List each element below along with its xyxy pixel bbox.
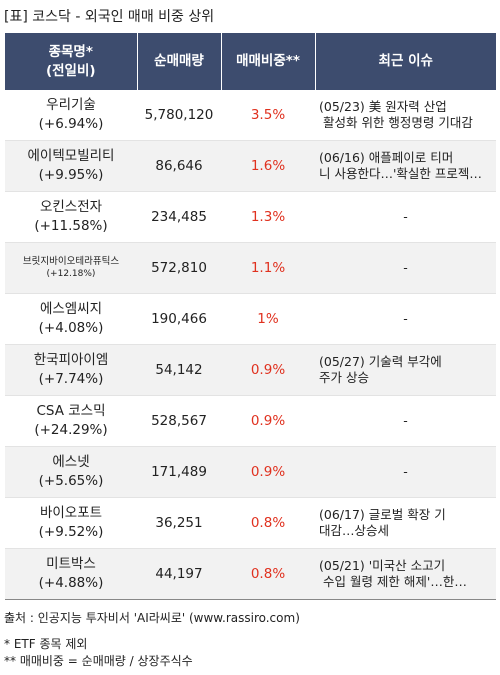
recent-issue: (06/16) 애플페이로 티머 니 사용한다…'확실한 프로젝…: [315, 140, 496, 192]
table-row: 미트박스 (+4.88%) 44,197 0.8% (05/21) '미국산 소고기 수…: [5, 548, 496, 600]
trade-ratio: 0.8%: [221, 497, 315, 549]
stock-name-cell: 오킨스전자 (+11.58%): [5, 191, 137, 243]
trade-ratio: 3.5%: [221, 90, 315, 141]
recent-issue: -: [315, 293, 496, 345]
stock-change: (+4.88%): [38, 575, 104, 591]
stock-name-cell: 우리기술 (+6.94%): [5, 90, 137, 141]
header-name: 종목명* (전일비): [5, 33, 137, 90]
stock-change: (+6.94%): [38, 116, 104, 132]
table-row: 바이오포트 (+9.52%) 36,251 0.8% (06/17) 글로벌 확장 기 …: [5, 497, 496, 549]
trade-ratio: 0.8%: [221, 548, 315, 600]
trade-ratio: 0.9%: [221, 344, 315, 396]
net-volume: 190,466: [137, 293, 221, 345]
stock-name: 에스넷: [52, 454, 90, 470]
table-row: 우리기술 (+6.94%) 5,780,120 3.5% (05/23) 美 원자력 산…: [5, 90, 496, 141]
recent-issue: -: [315, 191, 496, 243]
stock-change: (+7.74%): [38, 371, 104, 387]
header-issue: 최근 이슈: [314, 33, 496, 90]
net-volume: 36,251: [137, 497, 221, 549]
stock-change: (+11.58%): [34, 218, 108, 234]
table-row: 오킨스전자 (+11.58%) 234,485 1.3% -: [5, 191, 496, 243]
table-title: [표] 코스닥 - 외국인 매매 비중 상위: [4, 9, 215, 25]
trade-ratio: 0.9%: [221, 446, 315, 498]
recent-issue: (05/23) 美 원자력 산업 활성화 위한 행정명령 기대감: [315, 90, 496, 141]
trade-ratio: 1.1%: [221, 242, 315, 294]
table-row: 에이텍모빌리티 (+9.95%) 86,646 1.6% (06/16) 애플페이로 티…: [5, 140, 496, 192]
stock-name: 에스엠씨지: [39, 301, 103, 317]
stock-name-cell: 에스엠씨지 (+4.08%): [5, 293, 137, 345]
header-ratio: 매매비중**: [220, 33, 315, 90]
stock-name-cell: CSA 코스믹 (+24.29%): [5, 395, 137, 447]
net-volume: 234,485: [137, 191, 221, 243]
header-name-label: 종목명*: [48, 43, 93, 60]
recent-issue: (05/27) 기술력 부각에 주가 상승: [315, 344, 496, 396]
stock-name-cell: 미트박스 (+4.88%): [5, 548, 137, 600]
stock-change: (+4.08%): [38, 320, 104, 336]
header-name-sub-label: (전일비): [45, 62, 96, 79]
table-row: 브릿지바이오테라퓨틱스 (+12.18%) 572,810 1.1% -: [5, 242, 496, 294]
table-row: 에스엠씨지 (+4.08%) 190,466 1% -: [5, 293, 496, 345]
table-header-row: 종목명* (전일비) 순매매량 매매비중** 최근 이슈: [5, 33, 496, 90]
foreign-trading-table: 종목명* (전일비) 순매매량 매매비중** 최근 이슈 우리기술 (+6.94%…: [5, 33, 496, 600]
net-volume: 86,646: [137, 140, 221, 192]
recent-issue: -: [315, 395, 496, 447]
header-volume: 순매매량: [136, 33, 221, 90]
stock-name: 오킨스전자: [39, 199, 103, 215]
stock-change: (+24.29%): [34, 422, 108, 438]
net-volume: 44,197: [137, 548, 221, 600]
stock-change: (+12.18%): [46, 269, 96, 279]
table-row: 에스넷 (+5.65%) 171,489 0.9% -: [5, 446, 496, 498]
stock-name-cell: 에이텍모빌리티 (+9.95%): [5, 140, 137, 192]
table-row: 한국피아이엠 (+7.74%) 54,142 0.9% (05/27) 기술력 부각에 …: [5, 344, 496, 396]
stock-name-cell: 에스넷 (+5.65%): [5, 446, 137, 498]
trade-ratio: 1.3%: [221, 191, 315, 243]
recent-issue: -: [315, 242, 496, 294]
stock-name: 브릿지바이오테라퓨틱스: [22, 256, 120, 267]
stock-name: 미트박스: [46, 556, 96, 572]
table-row: CSA 코스믹 (+24.29%) 528,567 0.9% -: [5, 395, 496, 447]
footnote-ratio: ** 매매비중 = 순매매량 / 상장주식수: [4, 654, 193, 668]
recent-issue: (06/17) 글로벌 확장 기 대감…상승세: [315, 497, 496, 549]
stock-name: 바이오포트: [39, 505, 103, 521]
recent-issue: -: [315, 446, 496, 498]
stock-change: (+9.52%): [38, 524, 104, 540]
stock-name: CSA 코스믹: [36, 403, 106, 419]
stock-name: 에이텍모빌리티: [27, 148, 115, 164]
net-volume: 54,142: [137, 344, 221, 396]
stock-name-cell: 한국피아이엠 (+7.74%): [5, 344, 137, 396]
trade-ratio: 0.9%: [221, 395, 315, 447]
net-volume: 528,567: [137, 395, 221, 447]
footnote-etf: * ETF 종목 제외: [4, 637, 88, 651]
stock-change: (+9.95%): [38, 167, 104, 183]
net-volume: 572,810: [137, 242, 221, 294]
trade-ratio: 1.6%: [221, 140, 315, 192]
trade-ratio: 1%: [221, 293, 315, 345]
stock-name-cell: 브릿지바이오테라퓨틱스 (+12.18%): [5, 242, 137, 294]
stock-name: 한국피아이엠: [33, 352, 109, 368]
stock-change: (+5.65%): [38, 473, 104, 489]
stock-name: 우리기술: [46, 97, 96, 113]
recent-issue: (05/21) '미국산 소고기 수입 월령 제한 해제'…한…: [315, 548, 496, 600]
source-note: 출처 : 인공지능 투자비서 'AI라씨로' (www.rassiro.com): [4, 611, 300, 625]
net-volume: 171,489: [137, 446, 221, 498]
net-volume: 5,780,120: [137, 90, 221, 141]
stock-name-cell: 바이오포트 (+9.52%): [5, 497, 137, 549]
